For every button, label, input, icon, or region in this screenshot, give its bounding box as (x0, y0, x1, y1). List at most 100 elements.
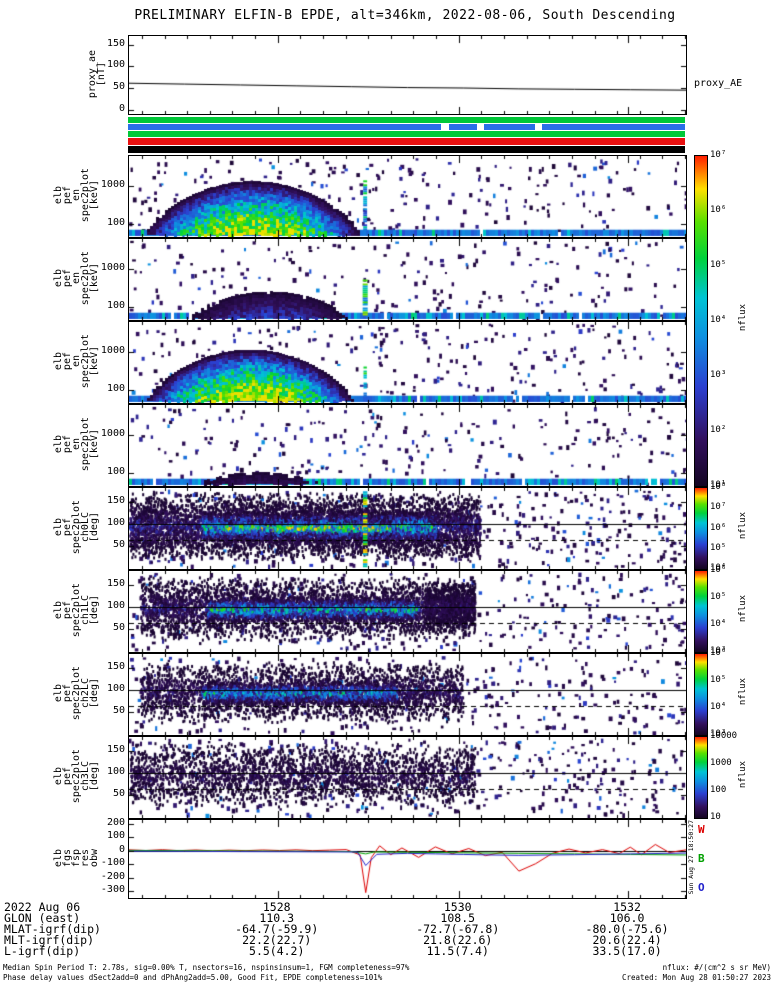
colorbar-units-label: nflux (738, 594, 748, 622)
ytick-label-proxy: 100 (106, 59, 125, 71)
ytick-label-p3: 100 (106, 383, 125, 395)
colorbar-4 (694, 736, 708, 819)
quality-bar-green-1 (128, 117, 685, 123)
trace-label-O: O (698, 881, 705, 894)
spectrogram-panel-p3 (128, 321, 687, 404)
ytick-label-p4: 100 (106, 466, 125, 478)
axis-row-value: -80.0(-75.6) (585, 922, 669, 936)
line-panel-obw (128, 819, 687, 899)
colorbar-tick-label: 10⁵ (710, 675, 727, 685)
spectrogram-panel-p1 (128, 155, 687, 238)
footer-units: nflux: #/(cm^2 s sr MeV) (662, 963, 771, 972)
ytick-label-p5: 100 (106, 516, 125, 528)
ytick-label-p2: 100 (106, 300, 125, 312)
quality-bar-blue (448, 124, 477, 130)
spectrogram-panel-p7 (128, 653, 687, 736)
colorbar-2 (694, 570, 708, 653)
ytick-label-p7: 50 (112, 705, 125, 717)
colorbar-tick-label: 10⁵ (710, 260, 727, 270)
footer-created: Created: Mon Aug 28 01:50:27 2023 (621, 973, 771, 982)
colorbar-units-label: nflux (738, 760, 748, 788)
spectrogram-panel-p6 (128, 570, 687, 653)
colorbar-tick-label: 10⁶ (710, 648, 727, 658)
ytick-label-proxy: 0 (118, 102, 125, 114)
quality-bar-black (128, 146, 685, 153)
proxy-ae-right-label: proxy_AE (694, 78, 743, 89)
axis-row-label-mlat: MLAT-igrf(dip) (4, 922, 101, 936)
colorbar-units-label: nflux (738, 304, 748, 332)
colorbar-units-label: nflux (738, 677, 748, 705)
ytick-label-proxy: 150 (106, 37, 125, 49)
footer-line-1: Median Spin Period T: 2.78s, sig=0.00% T… (3, 963, 410, 972)
axis-row-value: 21.8(22.6) (423, 933, 493, 947)
plot-title: PRELIMINARY ELFIN-B EPDE, alt=346km, 202… (134, 8, 676, 23)
ytick-label-p5: 50 (112, 539, 125, 551)
colorbar-tick-label: 10³ (710, 370, 727, 380)
axis-row-value: 22.2(22.7) (242, 933, 312, 947)
colorbar-tick-label: 10000 (710, 731, 738, 741)
quality-bar-blue (128, 124, 442, 130)
colorbar-tick-label: 10⁸ (710, 482, 727, 492)
time-tick-label: 1532 (613, 900, 641, 914)
colorbar-0 (694, 155, 708, 487)
axis-row-label-mlt: MLT-igrf(dip) (4, 933, 95, 947)
axis-row-value: -64.7(-59.9) (235, 922, 319, 936)
ytick-label-p1: 100 (106, 217, 125, 229)
colorbar-tick-label: 10⁵ (710, 592, 727, 602)
ytick-label-obw: 100 (106, 830, 125, 842)
side-timestamp: Sun Aug 27 18:50:27 (687, 820, 695, 895)
trace-label-W: W (698, 823, 705, 836)
axis-row-label-glon: GLON (east) (4, 911, 81, 925)
axis-row-label-l: L-igrf(dip) (4, 944, 81, 958)
spectrogram-panel-p2 (128, 238, 687, 321)
colorbar-1 (694, 487, 708, 570)
ytick-label-p1: 1000 (100, 178, 125, 190)
quality-bar-blue (484, 124, 535, 130)
line-panel-proxy (128, 35, 687, 115)
colorbar-tick-label: 10⁶ (710, 205, 727, 215)
ytick-label-obw: 0 (118, 843, 125, 855)
ytick-label-p6: 50 (112, 622, 125, 634)
colorbar-units-label: nflux (738, 511, 748, 539)
time-tick-label: 1530 (443, 900, 472, 914)
colorbar-tick-label: 10⁷ (710, 150, 727, 160)
ytick-label-obw: 200 (106, 817, 125, 829)
ytick-label-p8: 50 (112, 788, 125, 800)
trace-label-B: B (698, 852, 705, 865)
axis-row-value: 33.5(17.0) (592, 944, 662, 958)
colorbar-tick-label: 10⁴ (710, 619, 727, 629)
colorbar-tick-label: 10⁷ (710, 502, 727, 513)
footer-line-2: Phase delay values dSect2add=0 and dPhAn… (3, 973, 383, 982)
ytick-label-proxy: 50 (112, 81, 125, 92)
ytick-label-p7: 100 (106, 682, 125, 694)
quality-bar-red (128, 138, 685, 145)
colorbar-tick-label: 10⁶ (710, 522, 727, 533)
ytick-label-obw: -300 (100, 884, 125, 896)
colorbar-tick-label: 1000 (710, 758, 732, 768)
ytick-label-obw: -100 (100, 857, 125, 869)
ytick-label-p3: 1000 (100, 344, 125, 356)
ytick-label-obw: -200 (100, 870, 125, 882)
axis-row-value: 11.5(7.4) (426, 944, 489, 958)
ytick-label-p6: 150 (106, 577, 125, 589)
axis-row-value: 5.5(4.2) (249, 944, 305, 958)
colorbar-tick-label: 10³ (710, 729, 727, 739)
colorbar-tick-label: 10 (710, 812, 721, 822)
colorbar-tick-label: 10⁴ (710, 315, 727, 325)
ytick-label-p5: 150 (106, 494, 125, 506)
spectrogram-panel-p4 (128, 404, 687, 487)
spectrogram-panel-p5 (128, 487, 687, 570)
colorbar-tick-label: 10¹ (710, 480, 727, 490)
axis-row-value: 106.0 (609, 911, 645, 925)
date-label: 2022 Aug 06 (4, 900, 81, 914)
axis-row-value: 110.3 (259, 911, 295, 925)
colorbar-tick-label: 10⁴ (710, 702, 727, 712)
ytick-label-p4: 1000 (100, 427, 125, 439)
quality-bar-green-2 (128, 131, 685, 137)
ytick-label-p6: 100 (106, 599, 125, 611)
ytick-label-p2: 1000 (100, 261, 125, 273)
axis-row-value: 20.6(22.4) (592, 933, 662, 947)
colorbar-tick-label: 10⁶ (710, 565, 727, 575)
time-tick-label: 1528 (262, 900, 291, 914)
